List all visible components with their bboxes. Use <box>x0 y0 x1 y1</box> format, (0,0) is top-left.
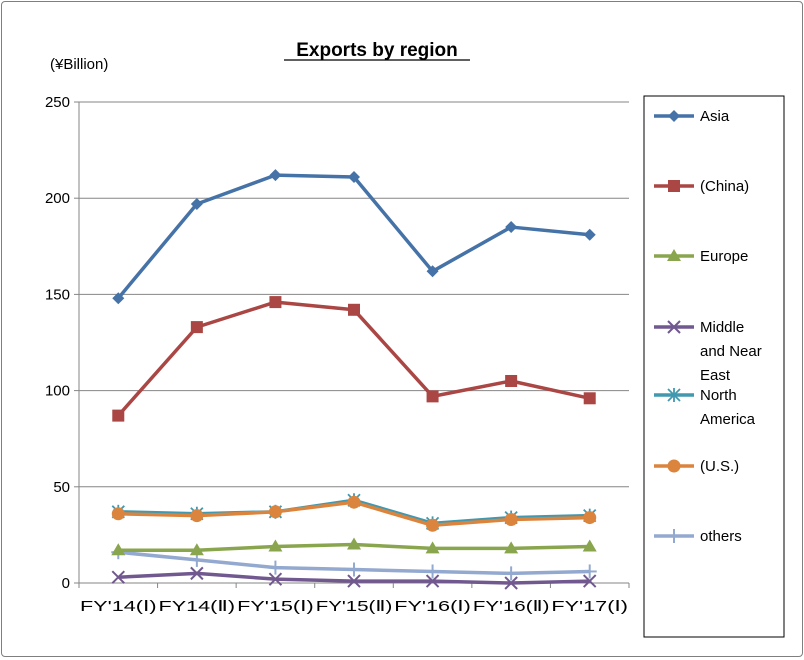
y-axis-unit-label: (¥Billion) <box>50 56 108 73</box>
series-line <box>116 173 590 300</box>
legend-item: (U.S.) <box>654 458 739 475</box>
series-middle-and-near-east <box>111 566 597 590</box>
data-point <box>112 409 125 422</box>
data-point <box>268 539 283 552</box>
legend-marker <box>668 110 680 122</box>
data-point <box>425 564 440 579</box>
chart-title: Exports by region <box>296 40 458 61</box>
data-point <box>268 505 282 519</box>
y-tick-label: 200 <box>45 190 70 207</box>
legend-marker <box>667 529 681 543</box>
series-china <box>112 296 596 422</box>
data-point <box>425 574 440 588</box>
data-point <box>269 296 282 309</box>
data-point <box>505 374 518 387</box>
data-point <box>348 171 360 184</box>
x-tick-label: FY'16(Ⅰ) <box>394 598 471 615</box>
data-point <box>190 566 204 581</box>
data-point <box>347 537 361 550</box>
data-point <box>582 564 597 579</box>
legend-item: Middle and Near East <box>654 319 762 384</box>
data-point <box>347 495 361 509</box>
data-point <box>268 572 283 586</box>
x-axis-ticks: FY'14(Ⅰ) FY14(Ⅱ) FY'15(Ⅰ) FY'15(Ⅱ) FY'16(Ⅰ) F… <box>78 583 630 615</box>
legend-marker <box>668 180 680 192</box>
legend: Asia (China) Europe Middle and Near EastNorth… <box>654 108 762 545</box>
data-point <box>268 560 283 575</box>
data-point <box>190 321 203 334</box>
legend-label: Asia <box>700 108 730 125</box>
x-tick-label: FY14(Ⅱ) <box>159 598 236 615</box>
data-point <box>505 221 518 234</box>
legend-label: (U.S.) <box>700 458 739 475</box>
data-point <box>190 509 204 523</box>
y-tick-label: 250 <box>45 94 70 111</box>
data-point <box>504 566 519 581</box>
legend-label: North America <box>700 387 756 428</box>
series-europe <box>111 537 597 556</box>
data-point <box>111 570 125 584</box>
legend-label: (China) <box>700 178 749 195</box>
data-point <box>190 197 203 210</box>
data-point <box>269 169 282 182</box>
data-point <box>426 518 440 532</box>
series-line <box>116 300 591 417</box>
legend-marker <box>667 388 681 402</box>
data-point <box>111 543 126 556</box>
data-point <box>583 511 597 525</box>
legend-item: Asia <box>654 108 730 125</box>
data-point <box>426 390 439 403</box>
legend-item: Europe <box>654 248 748 265</box>
data-point <box>583 574 597 588</box>
data-point <box>348 303 360 316</box>
data-point <box>112 292 125 305</box>
data-point <box>347 562 361 577</box>
legend-label: others <box>700 528 742 545</box>
legend-item: (China) <box>654 178 749 195</box>
x-tick-label: FY'15(Ⅰ) <box>237 598 314 615</box>
legend-marker <box>667 249 681 261</box>
legend-marker <box>667 459 681 473</box>
legend-label: Middle and Near East <box>700 319 762 384</box>
gridlines <box>79 101 629 488</box>
data-point <box>582 539 597 552</box>
data-point <box>189 543 204 556</box>
y-axis-ticks: 0 50 100 150 200 250 <box>45 94 79 592</box>
series-lines <box>111 169 597 590</box>
y-tick-label: 100 <box>45 383 70 400</box>
series-u-s <box>111 495 597 532</box>
x-tick-label: FY'16(Ⅱ) <box>473 598 550 615</box>
x-tick-label: FY'15(Ⅱ) <box>316 598 393 615</box>
x-tick-label: FY'14(Ⅰ) <box>80 598 157 615</box>
data-point <box>111 507 125 521</box>
data-point <box>504 541 519 554</box>
data-point <box>347 574 361 588</box>
x-tick-label: FY'17(Ⅰ) <box>551 598 628 615</box>
y-tick-label: 150 <box>45 286 70 303</box>
data-point <box>504 576 518 590</box>
legend-label: Europe <box>700 248 748 265</box>
data-point <box>583 392 596 405</box>
y-tick-label: 50 <box>53 479 70 496</box>
series-asia <box>112 169 596 305</box>
data-point <box>504 513 518 527</box>
data-point <box>425 541 440 554</box>
data-point <box>583 228 596 241</box>
legend-marker <box>667 320 681 334</box>
legend-item: others <box>654 528 742 545</box>
data-point <box>426 265 439 278</box>
legend-item: North America <box>654 387 756 428</box>
y-tick-label: 0 <box>62 575 70 592</box>
